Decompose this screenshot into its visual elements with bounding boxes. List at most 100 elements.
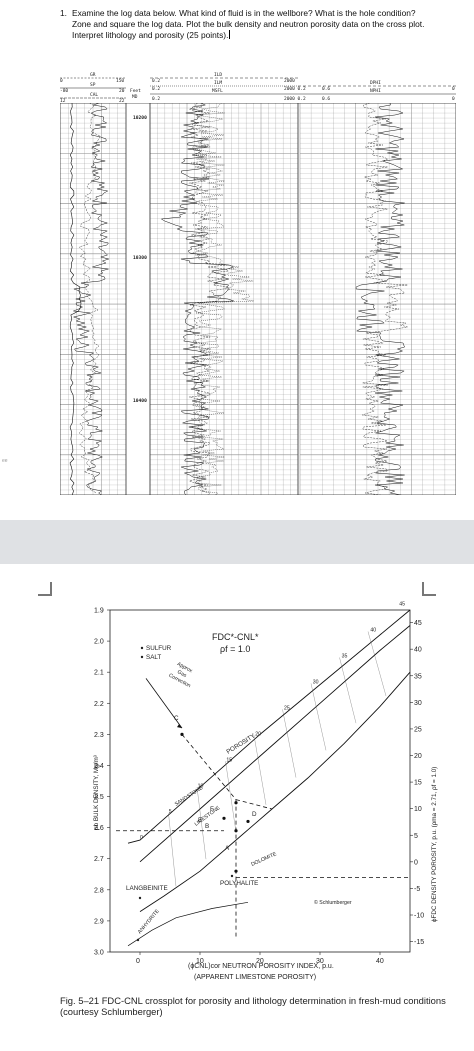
sp-label: SP bbox=[90, 82, 96, 88]
limestone-line bbox=[139, 625, 411, 863]
sulfur-label: SULFUR bbox=[146, 645, 172, 652]
y-tick-label: 2.3 bbox=[94, 732, 104, 739]
porosity-tie-line bbox=[339, 657, 357, 724]
ild-curve bbox=[160, 102, 235, 496]
sp-curve bbox=[69, 102, 82, 496]
right-tick-label: 10 bbox=[414, 806, 422, 813]
feet-label: Feet bbox=[130, 88, 141, 94]
axis-ticks: 1.9 2.0 2.1 2.2 2.3 2.4 2.5 2.6 2.7 2.8 2.9 3.0 0 10 2… bbox=[94, 608, 424, 966]
por-right-2: 0 bbox=[452, 96, 455, 102]
right-tick-label: 35 bbox=[414, 673, 422, 680]
right-tick-label: 45 bbox=[414, 620, 422, 627]
sandstone-line bbox=[127, 609, 411, 844]
res-max-2: 2000 0.2 bbox=[284, 86, 306, 92]
schlumberger-label: © Schlumberger bbox=[314, 899, 352, 906]
sandstone-porosity-number: 30 bbox=[313, 679, 319, 685]
res-min-1: 0.2 bbox=[152, 78, 160, 84]
example-point bbox=[246, 819, 250, 824]
gas-correction-arrowhead bbox=[177, 724, 182, 729]
sp-max: 20 bbox=[119, 88, 125, 94]
y-tick-label: 2.9 bbox=[94, 918, 104, 925]
ilm-label: ILM bbox=[214, 80, 222, 86]
por-left-2: 0.6 bbox=[322, 96, 330, 102]
question-line-1: Examine the log data below. What kind of… bbox=[72, 8, 416, 18]
example-point bbox=[234, 801, 238, 805]
gr-min: 0 bbox=[60, 78, 63, 84]
point-d-label: D bbox=[252, 811, 257, 818]
sandstone-porosity-number: 20 bbox=[255, 731, 261, 737]
porosity-tie-line bbox=[225, 761, 237, 832]
y-tick-label: 2.0 bbox=[94, 639, 104, 646]
nphi-curve bbox=[355, 102, 405, 496]
anhydrite-curve bbox=[127, 901, 249, 947]
example-dashed-line bbox=[181, 734, 237, 800]
crop-mark-left bbox=[38, 582, 52, 596]
gr-max: 150 bbox=[116, 78, 124, 84]
y-tick-label: 2.4 bbox=[94, 763, 104, 770]
ild-label: ILD bbox=[214, 72, 222, 78]
y-tick-label: 2.6 bbox=[94, 825, 104, 832]
sandstone-label: SANDSTONE bbox=[174, 785, 205, 808]
side-mark: ee bbox=[2, 458, 8, 464]
por-right-1: 0 bbox=[452, 86, 455, 92]
example-dashed-line bbox=[235, 799, 273, 810]
y-tick-label: 3.0 bbox=[94, 950, 104, 957]
question-line-3: Interpret lithology and porosity (25 poi… bbox=[72, 30, 229, 40]
por-left-1: 0.6 bbox=[322, 86, 330, 92]
right-tick-label: 20 bbox=[414, 753, 422, 760]
sandstone-porosity-number: 15 bbox=[226, 757, 232, 763]
point-a-label: A bbox=[225, 845, 230, 852]
msfl-curve bbox=[194, 102, 254, 496]
text-cursor bbox=[229, 30, 231, 39]
sandstone-porosity-number: 10 bbox=[198, 783, 204, 789]
point-c-label: C bbox=[174, 715, 179, 722]
right-tick-label: -15 bbox=[414, 939, 424, 946]
porosity-tie-line bbox=[367, 631, 387, 696]
point-f-label: F bbox=[210, 806, 214, 813]
gr-label: GR bbox=[90, 72, 96, 78]
sandstone-porosity-number: 45 bbox=[399, 602, 405, 608]
point-b-label: B bbox=[205, 823, 209, 830]
crossplot-title: FDC*-CNL* bbox=[212, 632, 259, 642]
log-grid bbox=[59, 102, 457, 496]
salt-label: SALT bbox=[146, 654, 161, 661]
sandstone-porosity-number: 5 bbox=[169, 809, 172, 815]
porosity-tie-line bbox=[196, 787, 207, 860]
log-curves bbox=[69, 102, 408, 496]
sandstone-porosity-number: 35 bbox=[342, 653, 348, 659]
langbeinite-point bbox=[138, 896, 142, 900]
fluid-density: ρf = 1.0 bbox=[220, 644, 250, 654]
point-e-label: E bbox=[198, 817, 202, 824]
porosity-tie-line bbox=[310, 683, 327, 751]
depth-10400: 10400 bbox=[133, 398, 147, 404]
polyhalite-label: POLYHALITE bbox=[220, 880, 258, 887]
y-tick-label: 2.7 bbox=[94, 856, 104, 863]
page-separator bbox=[0, 520, 474, 564]
sandstone-porosity-number: 25 bbox=[284, 705, 290, 711]
right-tick-label: 0 bbox=[414, 859, 418, 866]
y-tick-label: 2.1 bbox=[94, 670, 104, 677]
porosity-tie-line bbox=[168, 813, 177, 887]
res-max-3: 2000 0.2 bbox=[284, 96, 306, 102]
dphi-curve bbox=[362, 102, 408, 496]
gas-correction-arrow bbox=[145, 678, 183, 729]
sandstone-porosity-number: 40 bbox=[370, 627, 376, 633]
question-line-2: Zone and square the log data. Plot the b… bbox=[72, 19, 425, 29]
x-axis-label: (ϕCNL)cor NEUTRON POROSITY INDEX, p.u. bbox=[188, 963, 334, 970]
dolomite-line bbox=[139, 671, 411, 912]
y-tick-label: 1.9 bbox=[94, 608, 104, 615]
right-tick-label: 15 bbox=[414, 780, 422, 787]
right-tick-label: -5 bbox=[414, 886, 420, 893]
md-label: MD bbox=[132, 94, 138, 100]
salt-point bbox=[140, 655, 144, 659]
crop-mark-right bbox=[422, 582, 436, 596]
depth-10300: 10300 bbox=[133, 255, 147, 261]
log-header: GR SP CAL 0 150 -80 20 12 22 Feet MD ILD… bbox=[60, 70, 456, 104]
depth-10200: 10200 bbox=[133, 115, 147, 121]
x-tick-label: 40 bbox=[376, 958, 384, 965]
question-text: 1. Examine the log data below. What kind … bbox=[60, 8, 460, 41]
right-tick-label: 25 bbox=[414, 726, 422, 733]
right-tick-label: 5 bbox=[414, 833, 418, 840]
right-axis-label: ϕFDC DENSITY POROSITY, p.u. (ρma = 2.71,… bbox=[431, 767, 438, 922]
anhydrite-label: ANHYDRITE bbox=[137, 908, 161, 935]
